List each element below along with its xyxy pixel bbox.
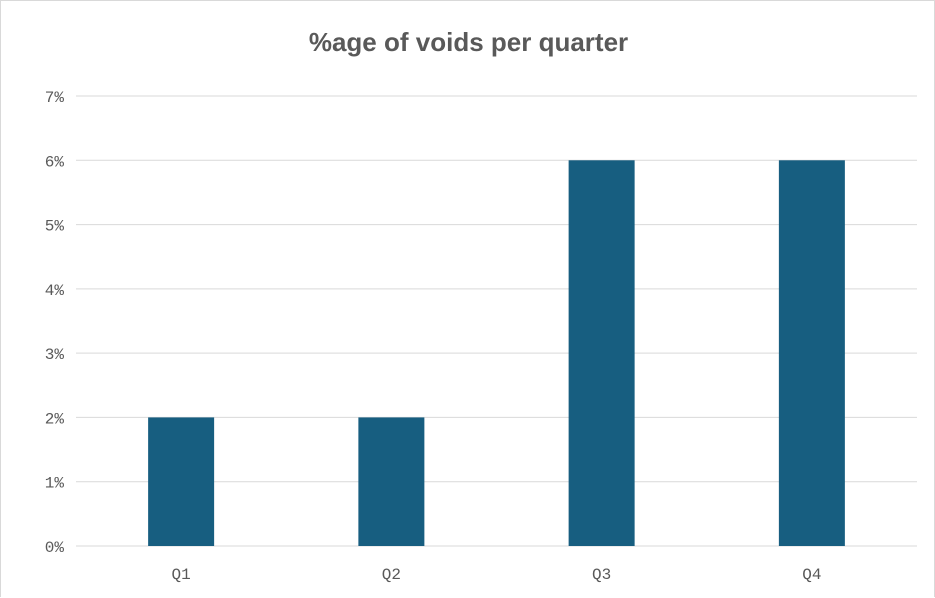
x-tick-label: Q2 xyxy=(382,566,401,584)
bar-q1 xyxy=(148,417,215,546)
y-tick-label: 3% xyxy=(45,346,65,364)
y-tick-label: 2% xyxy=(45,410,65,428)
x-axis-tick-labels: Q1 Q2 Q3 Q4 xyxy=(172,566,822,584)
x-tick-label: Q4 xyxy=(802,566,821,584)
bars xyxy=(148,160,845,547)
chart-title: %age of voids per quarter xyxy=(308,27,629,57)
y-axis-tick-labels: 0% 1% 2% 3% 4% 5% 6% 7% xyxy=(45,89,65,557)
x-tick-label: Q3 xyxy=(592,566,611,584)
bar-q4 xyxy=(778,160,845,547)
y-tick-label: 1% xyxy=(45,475,65,493)
x-tick-label: Q1 xyxy=(172,566,191,584)
bar-q2 xyxy=(358,417,425,546)
y-tick-label: 6% xyxy=(45,153,65,171)
y-tick-label: 7% xyxy=(45,89,65,107)
y-tick-label: 0% xyxy=(45,539,65,557)
y-tick-label: 5% xyxy=(45,218,65,236)
y-tick-label: 4% xyxy=(45,282,65,300)
gridlines xyxy=(76,95,917,547)
bar-q3 xyxy=(568,160,635,547)
